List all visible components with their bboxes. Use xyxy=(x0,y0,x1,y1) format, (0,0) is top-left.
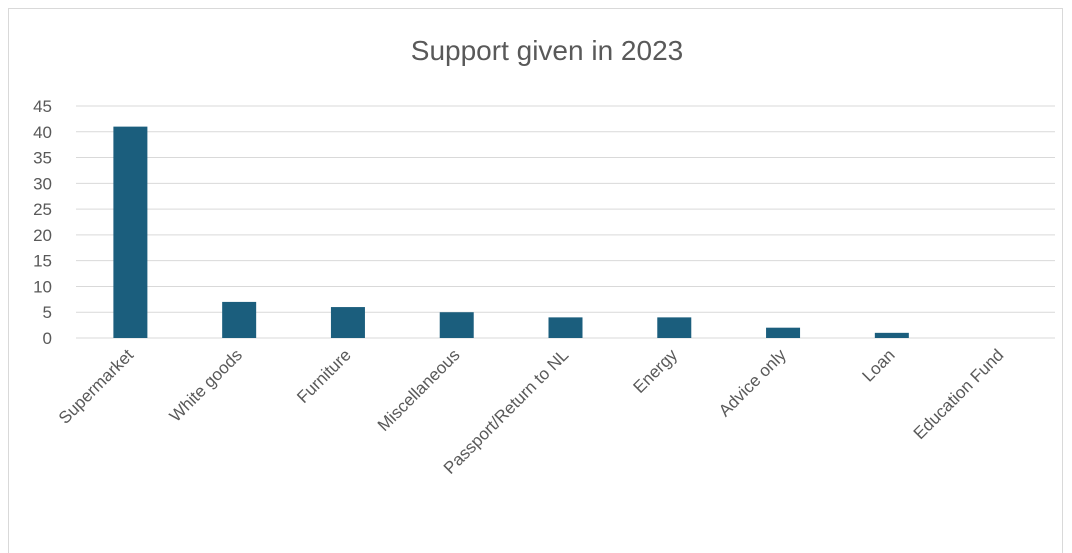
y-axis-ticks: 0 5 10 15 20 25 30 35 40 45 xyxy=(33,97,52,348)
chart-frame xyxy=(8,8,1063,553)
x-axis-labels: Supermarket White goods Furniture Miscellan… xyxy=(55,345,1007,478)
x-tick-label: Advice only xyxy=(715,345,790,420)
x-tick-label: White goods xyxy=(166,345,246,425)
bar-energy xyxy=(657,317,692,338)
y-tick-label: 45 xyxy=(33,97,52,116)
y-tick-label: 25 xyxy=(33,200,52,219)
y-tick-label: 10 xyxy=(33,277,52,296)
y-tick-label: 35 xyxy=(33,149,52,168)
chart-title: Support given in 2023 xyxy=(411,35,683,66)
x-tick-label: Miscellaneous xyxy=(374,345,464,435)
y-tick-label: 5 xyxy=(43,303,52,322)
x-tick-label: Supermarket xyxy=(55,345,137,427)
x-tick-label: Education Fund xyxy=(910,345,1008,443)
y-tick-label: 30 xyxy=(33,174,52,193)
bar-white-goods xyxy=(222,301,257,338)
bar-furniture xyxy=(330,307,365,338)
y-tick-label: 0 xyxy=(43,329,52,348)
x-tick-label: Furniture xyxy=(293,345,355,407)
bar-advice-only xyxy=(766,327,801,338)
bar-loan xyxy=(874,332,909,338)
x-tick-label: Energy xyxy=(630,345,682,397)
bar-supermarket xyxy=(113,126,148,338)
x-tick-label: Passport/Return to NL xyxy=(440,345,572,477)
bar-miscellaneous xyxy=(439,312,474,338)
y-tick-label: 40 xyxy=(33,123,52,142)
x-tick-label: Loan xyxy=(858,345,898,385)
y-tick-label: 15 xyxy=(33,252,52,271)
bar-passport-return-to-nl xyxy=(548,317,583,338)
bars xyxy=(113,126,909,338)
y-tick-label: 20 xyxy=(33,226,52,245)
